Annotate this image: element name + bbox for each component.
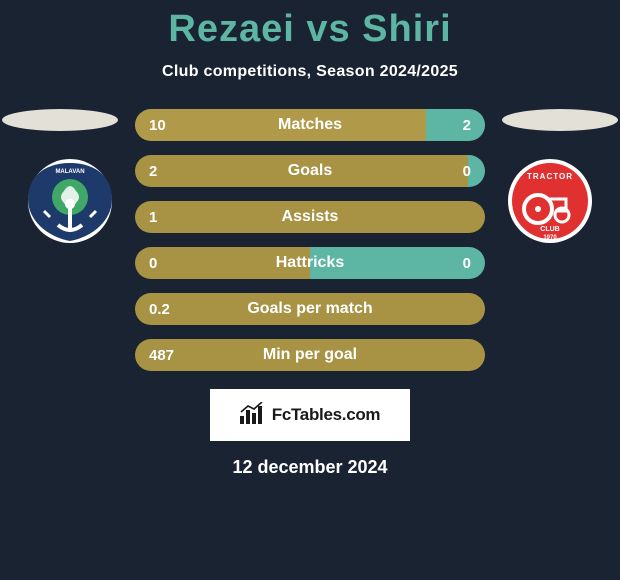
stat-label: Goals	[135, 162, 485, 180]
stat-row: 0.2Goals per match	[135, 293, 485, 325]
comparison-title: Rezaei vs Shiri	[0, 0, 620, 51]
stat-label: Goals per match	[135, 300, 485, 318]
stat-row: 487Min per goal	[135, 339, 485, 371]
fctables-logo: FcTables.com	[210, 389, 410, 441]
stat-bars: 102Matches 20Goals 1Assists 00Hattricks 0.2G…	[135, 109, 485, 371]
team-badge-right: TRACTOR CLUB 1970	[500, 159, 600, 244]
stat-row: 102Matches	[135, 109, 485, 141]
team-badge-left: MALAVAN	[20, 159, 120, 244]
stat-row: 00Hattricks	[135, 247, 485, 279]
comparison-subtitle: Club competitions, Season 2024/2025	[0, 63, 620, 81]
stat-label: Assists	[135, 208, 485, 226]
right-ellipse-shadow	[502, 109, 618, 131]
svg-text:MALAVAN: MALAVAN	[55, 169, 84, 175]
svg-text:1970: 1970	[543, 235, 557, 241]
svg-text:CLUB: CLUB	[540, 226, 559, 233]
stat-label: Min per goal	[135, 346, 485, 364]
stat-label: Matches	[135, 116, 485, 134]
svg-text:TRACTOR: TRACTOR	[527, 172, 573, 181]
comparison-date: 12 december 2024	[0, 457, 620, 478]
left-ellipse-shadow	[2, 109, 118, 131]
tractor-crest-icon: TRACTOR CLUB 1970	[500, 159, 600, 244]
comparison-content: MALAVAN TRACTOR CLUB 1970 102Matches 20Go…	[0, 109, 620, 371]
stat-row: 20Goals	[135, 155, 485, 187]
anchor-crest-icon: MALAVAN	[20, 159, 120, 244]
stat-row: 1Assists	[135, 201, 485, 233]
fctables-logo-text: FcTables.com	[272, 405, 381, 425]
bar-chart-icon	[240, 402, 266, 429]
stat-label: Hattricks	[135, 254, 485, 272]
